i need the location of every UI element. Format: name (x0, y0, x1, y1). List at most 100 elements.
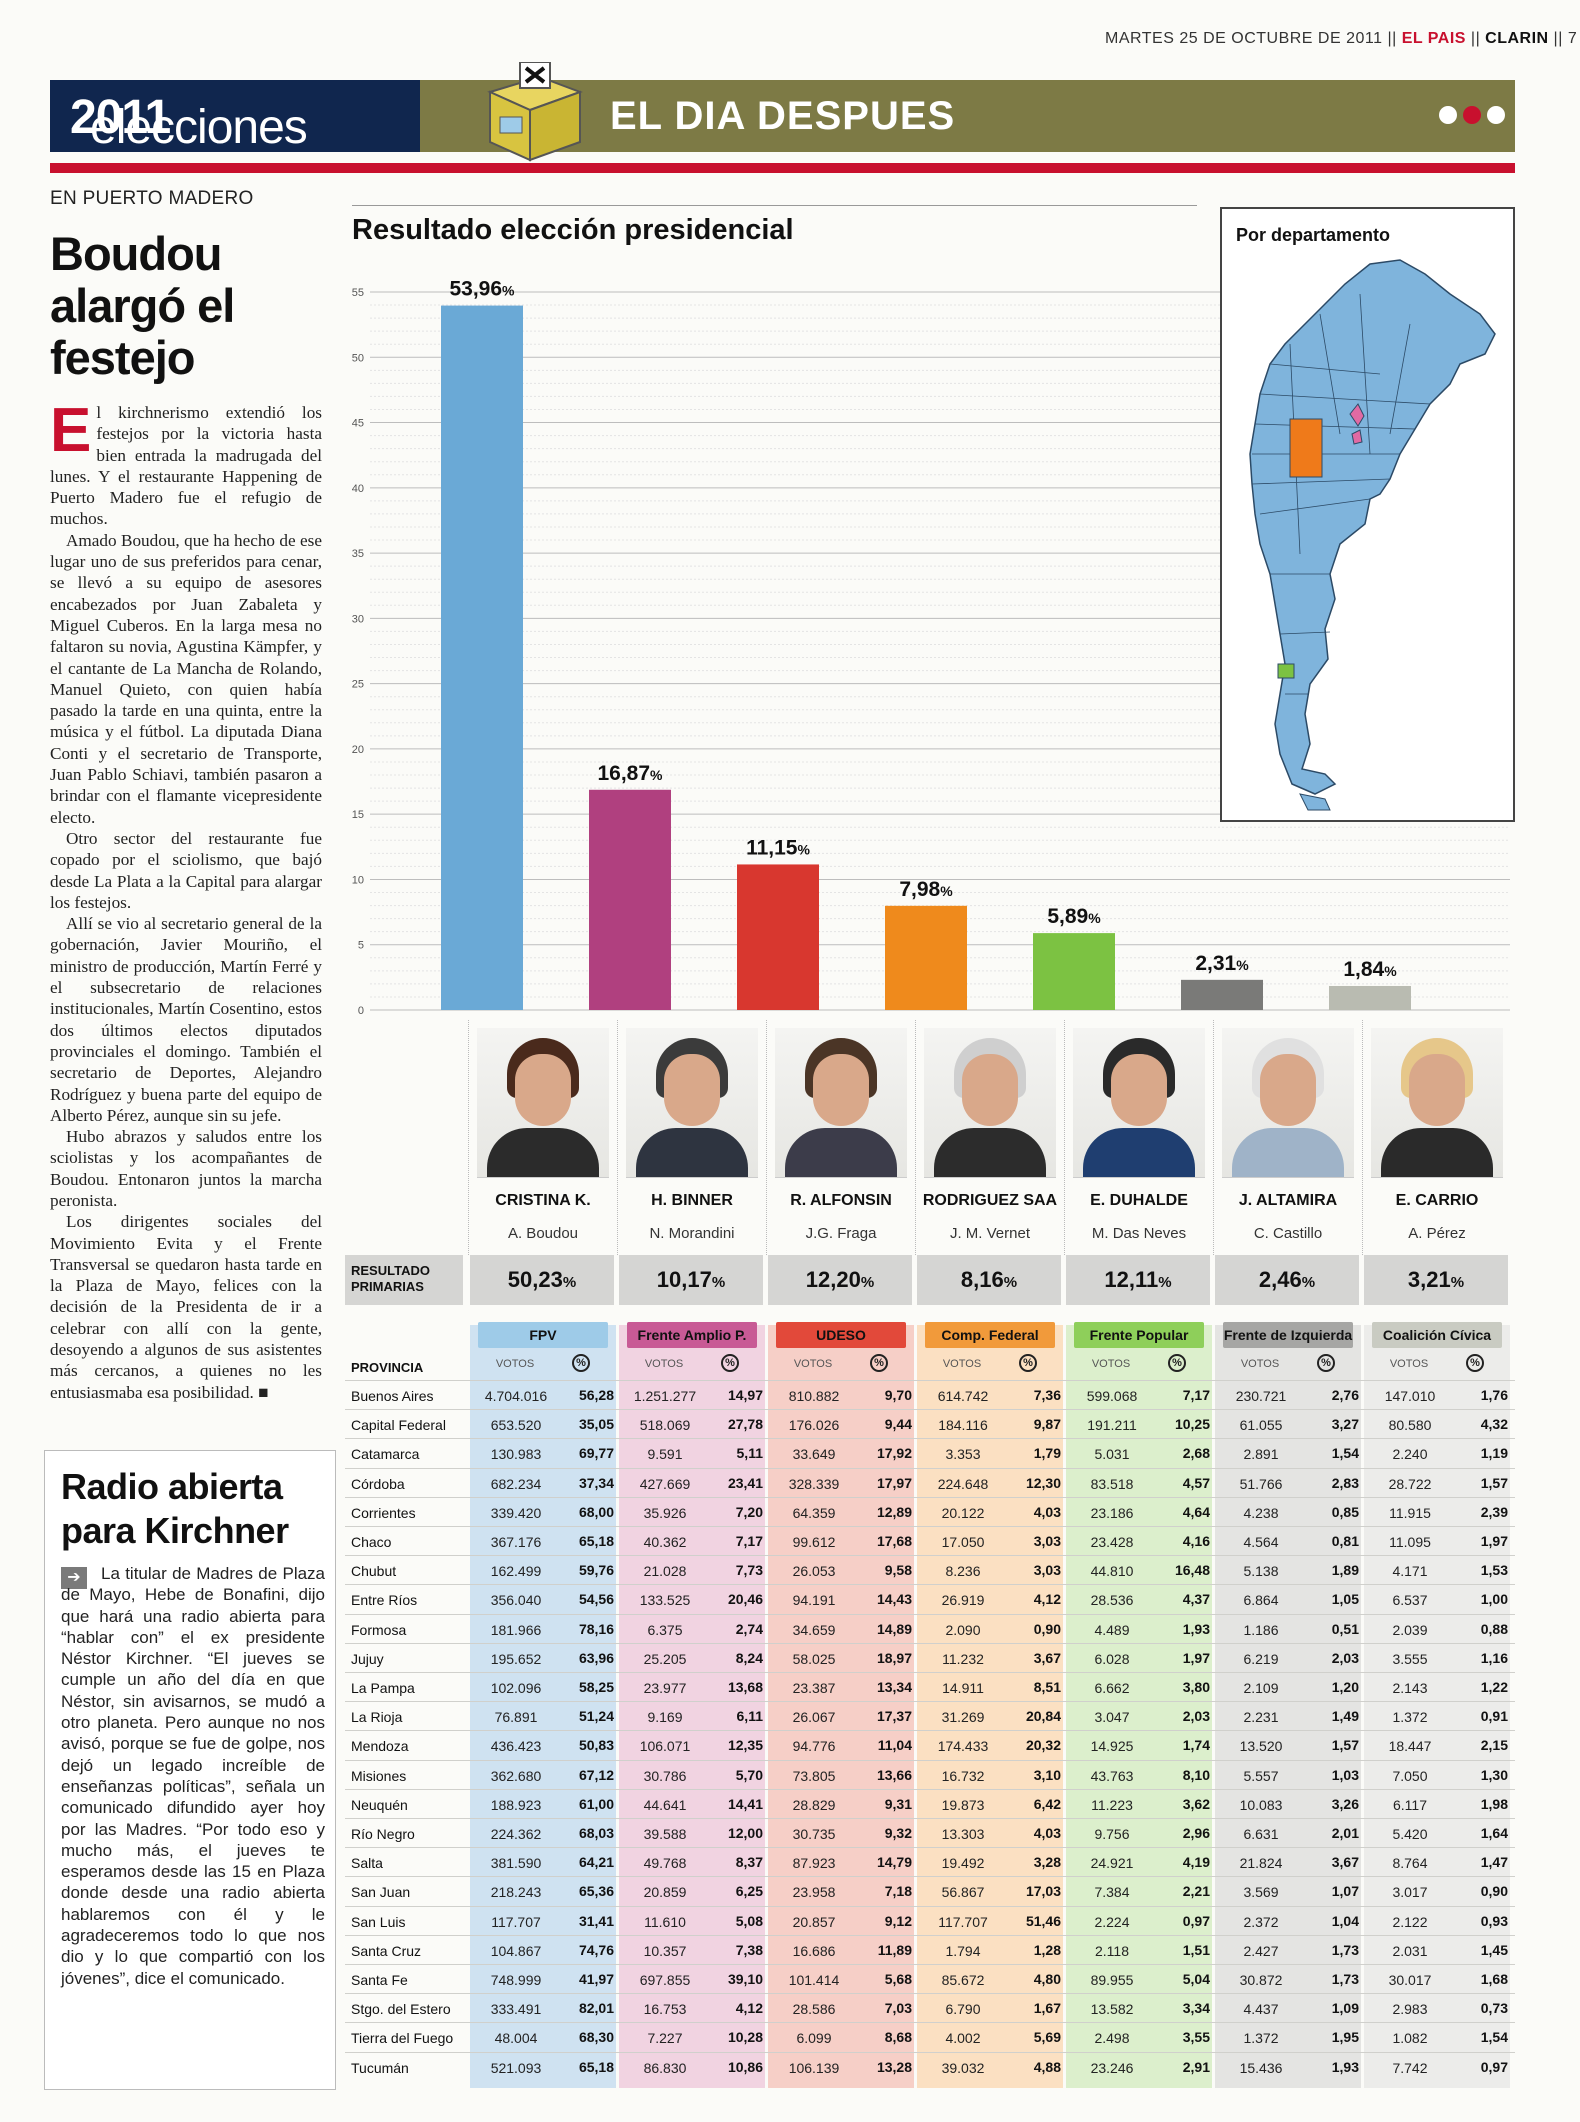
table-cell: 10.083 3,26 (1215, 1790, 1361, 1819)
votes-value: 86.830 (643, 2059, 687, 2076)
primaries-label: RESULTADO PRIMARIAS (345, 1255, 463, 1305)
percent-value: 17,37 (876, 1708, 912, 1725)
votes-value: 99.612 (792, 1534, 836, 1550)
votes-value: 1.372 (1243, 2030, 1279, 2047)
percent-value: 4,80 (1033, 1971, 1061, 1987)
votes-value: 2.224 (1094, 1913, 1130, 1930)
table-cell: 26.053 9,58 (768, 1556, 914, 1585)
table-cell: 30.735 9,32 (768, 1819, 914, 1848)
table-cell: 28.536 4,37 (1066, 1585, 1212, 1614)
table-cell: 19.492 3,28 (917, 1848, 1063, 1877)
percent-value: 51,46 (1025, 1912, 1061, 1929)
table-cell: 16.686 11,89 (768, 1936, 914, 1965)
y-tick-label: 10 (352, 874, 364, 886)
votes-value: 1.082 (1392, 2030, 1428, 2047)
table-cell: 86.830 10,86 (619, 2053, 765, 2082)
percent-value: 13,34 (876, 1679, 912, 1695)
table-cell: 2.372 1,04 (1215, 1907, 1361, 1936)
table-row: Jujuy 195.652 63,96 25.205 8,24 58.025 18,97 11… (345, 1642, 1515, 1673)
table-row: Stgo. del Estero 333.491 82,01 16.753 4,12 28… (345, 1993, 1515, 2022)
table-cell: 83.518 4,57 (1066, 1469, 1212, 1498)
section-label-a: elecciones (90, 101, 308, 154)
percent-value: 1,51 (1182, 1941, 1210, 1958)
bar (885, 905, 967, 1010)
votes-value: 2.122 (1392, 1913, 1428, 1930)
percent-value: 5,69 (1033, 2029, 1061, 2046)
table-cell: 11.610 5,08 (619, 1907, 765, 1936)
table-cell: 2.122 0,93 (1364, 1907, 1510, 1936)
candidate-photo (924, 1028, 1056, 1178)
bar-value-label: 53,96% (449, 278, 515, 301)
province-name: Río Negro (351, 1826, 415, 1842)
primaries-value: 50,23% (470, 1255, 614, 1305)
bar (1033, 933, 1115, 1010)
votes-value: 18.447 (1388, 1738, 1432, 1755)
primaries-value: 2,46% (1215, 1255, 1359, 1305)
percent-value: 39,10 (727, 1971, 763, 1987)
percent-value: 4,03 (1033, 1825, 1061, 1841)
table-cell: 614.742 7,36 (917, 1381, 1063, 1410)
votes-value: 6.537 (1392, 1592, 1428, 1609)
table-cell: 14.911 8,51 (917, 1673, 1063, 1702)
article-paragraph: Los dirigentes sociales del Movimiento E… (50, 1212, 322, 1402)
party-name: Coalición Cívica (1372, 1322, 1502, 1348)
percent-value: 5,11 (736, 1445, 763, 1462)
table-cell: 35.926 7,20 (619, 1498, 765, 1527)
percent-value: 1,19 (1480, 1445, 1508, 1462)
votes-value: 20.857 (792, 1913, 836, 1930)
votes-value: 106.139 (788, 2059, 840, 2076)
y-tick-label: 50 (352, 352, 364, 364)
percent-value: 74,76 (578, 1941, 614, 1958)
candidate-card: E. DUHALDE M. Das Neves (1064, 1020, 1212, 1255)
table-row: Buenos Aires 4.704.016 56,28 1.251.277 14,97… (345, 1380, 1515, 1409)
table-row: San Juan 218.243 65,36 20.859 6,25 23.958 7,18… (345, 1876, 1515, 1905)
candidate-card: E. CARRIO A. Pérez (1362, 1020, 1510, 1255)
votes-value: 176.026 (788, 1417, 840, 1434)
province-name: Santa Fe (351, 1972, 408, 1988)
percent-value: 1,03 (1331, 1766, 1359, 1783)
votes-value: 13.303 (941, 1826, 985, 1842)
ballot-box-icon (487, 62, 583, 162)
table-cell: 15.436 1,93 (1215, 2053, 1361, 2082)
percent-value: 1,28 (1033, 1941, 1061, 1958)
votes-value: 25.205 (643, 1650, 687, 1667)
votes-value: 2.498 (1094, 2030, 1130, 2047)
candidate-card: RODRIGUEZ SAA J. M. Vernet (915, 1020, 1063, 1255)
votes-header: VOTOS (644, 1358, 684, 1370)
percent-value: 18,97 (876, 1649, 912, 1666)
article-paragraph: Amado Boudou, que ha hecho de ese lugar … (50, 530, 322, 827)
province-name: Entre Ríos (351, 1592, 418, 1609)
percent-value: 2,21 (1182, 1883, 1210, 1900)
table-cell: 133.525 20,46 (619, 1585, 765, 1614)
votes-value: 328.339 (788, 1475, 840, 1492)
candidate-name: E. DUHALDE (1090, 1192, 1188, 1209)
table-cell: 11.223 3,62 (1066, 1790, 1212, 1819)
percent-value: 6,11 (736, 1708, 763, 1725)
bar (589, 789, 671, 1010)
table-cell: 328.339 17,97 (768, 1469, 914, 1498)
votes-value: 11.095 (1389, 1534, 1431, 1550)
percent-value: 9,70 (884, 1387, 912, 1403)
percent-value: 0,81 (1331, 1533, 1359, 1549)
province-name: San Luis (351, 1913, 406, 1930)
table-cell: 11.915 2,39 (1364, 1498, 1510, 1527)
y-tick-label: 20 (352, 744, 364, 756)
table-cell: 184.116 9,87 (917, 1410, 1063, 1439)
percent-value: 1,89 (1331, 1562, 1359, 1579)
table-cell: 17.050 3,03 (917, 1527, 1063, 1556)
percent-value: 9,44 (884, 1416, 912, 1433)
percent-icon: % (870, 1354, 888, 1372)
table-cell: 4.437 1,09 (1215, 1994, 1361, 2023)
table-cell: 44.810 16,48 (1066, 1556, 1212, 1585)
table-cell: 2.427 1,73 (1215, 1936, 1361, 1965)
votes-value: 9.169 (647, 1709, 683, 1726)
table-cell: 4.171 1,53 (1364, 1556, 1510, 1585)
candidate-vice: A. Boudou (507, 1225, 579, 1242)
votes-value: 16.686 (792, 1942, 836, 1959)
votes-value: 15.436 (1239, 2059, 1283, 2076)
table-cell: 6.028 1,97 (1066, 1644, 1212, 1673)
votes-value: 181.966 (490, 1621, 542, 1638)
votes-value: 26.053 (792, 1563, 836, 1580)
table-cell: 117.707 31,41 (470, 1907, 616, 1936)
table-cell: 23.246 2,91 (1066, 2053, 1212, 2082)
